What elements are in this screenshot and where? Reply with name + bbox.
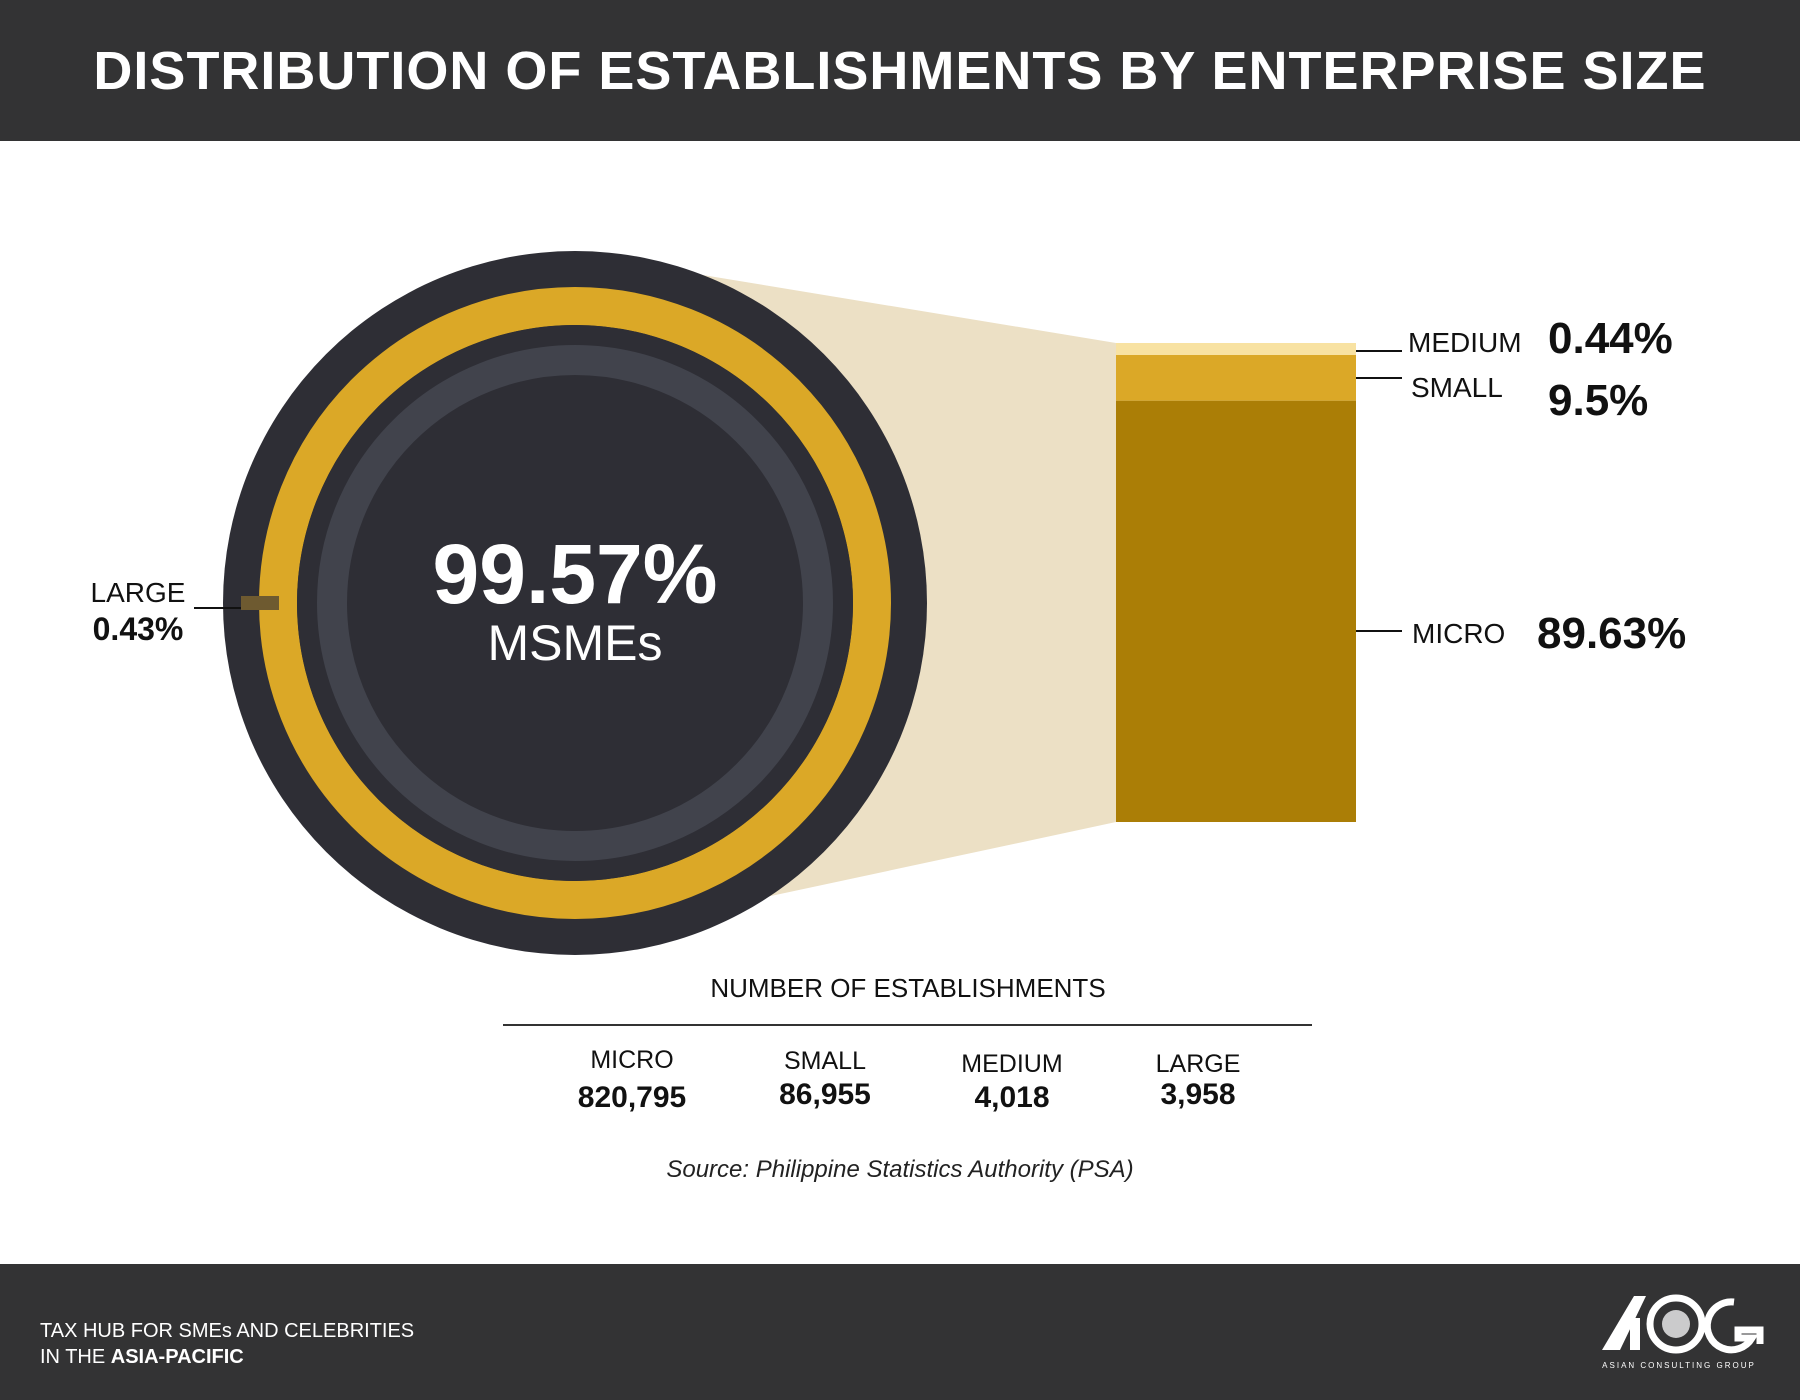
- medium-percent: 0.44%: [1548, 314, 1673, 363]
- donut-inner-disc: [297, 325, 853, 881]
- table-col-label-medium: MEDIUM: [961, 1050, 1062, 1078]
- table-col-label-small: SMALL: [784, 1047, 866, 1075]
- footer-tagline: TAX HUB FOR SMEs AND CELEBRITIES IN THE …: [40, 1318, 414, 1370]
- breakdown-bar: [1116, 343, 1356, 822]
- table-col-value-micro: 820,795: [578, 1081, 686, 1114]
- tagline-region: ASIA-PACIFIC: [110, 1346, 244, 1368]
- tagline-line-2: IN THE ASIA-PACIFIC: [40, 1344, 414, 1370]
- table-col-value-medium: 4,018: [974, 1081, 1049, 1114]
- small-label: SMALL: [1411, 372, 1503, 403]
- source-note: Source: Philippine Statistics Authority …: [666, 1156, 1133, 1183]
- chart: 99.57% MSMEs LARGE 0.43% MEDIUM 0.44% SM…: [91, 251, 1686, 1183]
- donut-slice-large: [241, 596, 279, 610]
- acg-logo-icon: [1602, 1294, 1764, 1354]
- large-label: LARGE: [91, 577, 186, 608]
- large-percent: 0.43%: [93, 611, 184, 647]
- tagline-line-1: TAX HUB FOR SMEs AND CELEBRITIES: [40, 1320, 415, 1342]
- donut-chart: 99.57% MSMEs: [223, 251, 927, 955]
- table-col-label-micro: MICRO: [590, 1046, 673, 1074]
- table-col-value-large: 3,958: [1160, 1078, 1235, 1111]
- medium-label: MEDIUM: [1408, 327, 1522, 358]
- donut-inner-ring: [317, 345, 833, 861]
- header-bar: DISTRIBUTION OF ESTABLISHMENTS BY ENTERP…: [0, 0, 1800, 141]
- bar-segment-micro: [1116, 400, 1356, 822]
- small-percent: 9.5%: [1548, 376, 1648, 425]
- acg-logo: ASIAN CONSULTING GROUP: [1602, 1294, 1764, 1370]
- tagline-prefix: IN THE: [40, 1346, 111, 1368]
- micro-percent: 89.63%: [1537, 609, 1686, 658]
- page-title: DISTRIBUTION OF ESTABLISHMENTS BY ENTERP…: [93, 40, 1707, 101]
- bar-segment-medium: [1116, 343, 1356, 355]
- bar-segment-small: [1116, 355, 1356, 401]
- micro-label: MICRO: [1412, 618, 1505, 649]
- table-col-value-small: 86,955: [779, 1078, 871, 1111]
- center-label: MSMEs: [488, 615, 663, 671]
- center-value: 99.57%: [433, 527, 718, 621]
- table-col-label-large: LARGE: [1156, 1050, 1241, 1078]
- logo-text: ASIAN CONSULTING GROUP: [1602, 1361, 1756, 1370]
- footer-bar: TAX HUB FOR SMEs AND CELEBRITIES IN THE …: [0, 1264, 1800, 1400]
- table-title: NUMBER OF ESTABLISHMENTS: [710, 973, 1105, 1003]
- establishments-table: NUMBER OF ESTABLISHMENTS MICRO 820,795 S…: [503, 973, 1312, 1114]
